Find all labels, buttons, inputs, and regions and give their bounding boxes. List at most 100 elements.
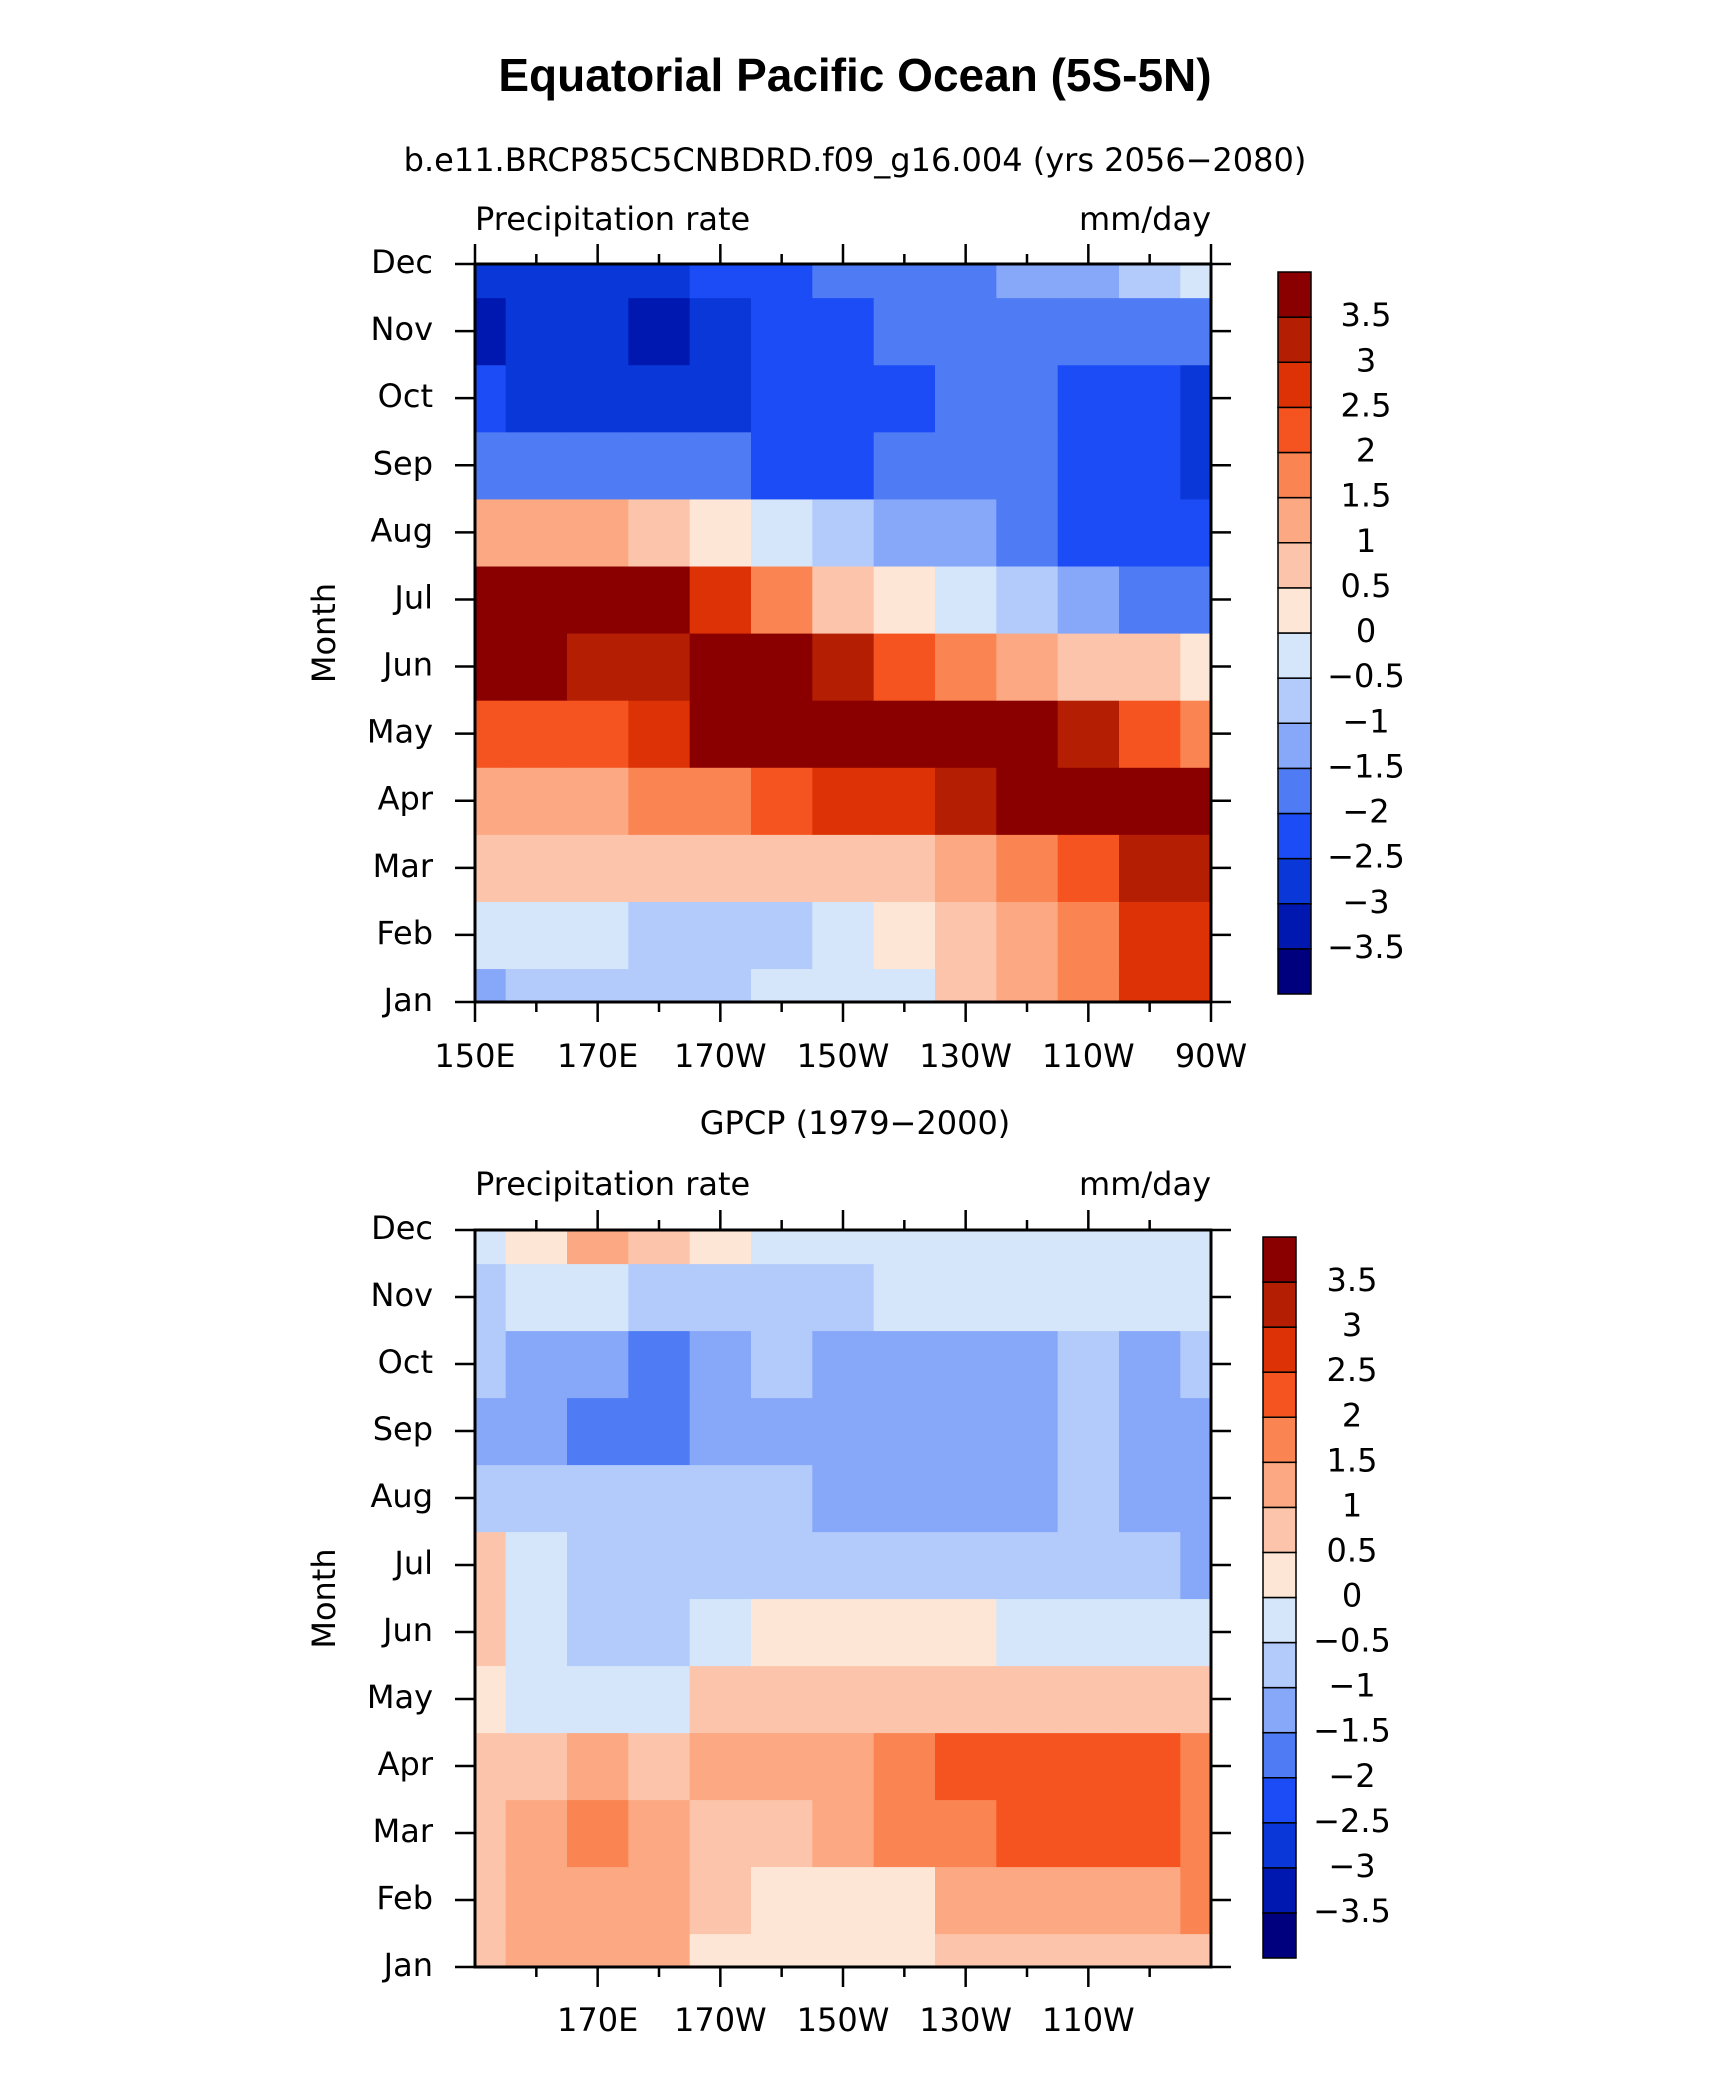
chart-title: GPCP (1979−2000) [700,1104,1011,1142]
colorbar-label: −3.5 [1327,928,1405,966]
contour-cell [751,767,813,835]
contour-cell [628,901,691,970]
contour-cell [567,1933,629,1967]
contour-cell [567,1263,629,1332]
contour-cell [996,1933,1059,1967]
contour-cell [751,565,813,634]
colorbar-label: 2 [1342,1396,1362,1434]
contour-cell [567,297,629,366]
colorbar-label: −2.5 [1313,1802,1391,1840]
contour-cell [996,633,1059,701]
contour-cell [1057,901,1120,970]
contour-cell [628,364,691,433]
contour-cell [505,1799,568,1868]
contour-cell [475,1799,507,1868]
contour-cell [751,700,813,768]
contour-cell [812,431,875,500]
contour-cell [628,700,691,768]
contour-cell [1180,767,1211,835]
y-tick-label: Jul [392,1544,433,1582]
colorbar-swatch [1277,451,1312,499]
contour-cell [1057,1933,1120,1967]
contour-cell [505,1464,568,1533]
contour-cell [996,834,1059,902]
contour-cell [567,968,629,1002]
contour-cell [1119,431,1181,500]
contour-cell [812,1933,875,1967]
contour-cell [505,633,568,701]
contour-cell [567,364,629,433]
contour-cell [505,1397,568,1466]
contour-cell [751,498,813,567]
contour-cell [873,565,936,634]
contour-cell [567,565,629,634]
contour-cell [1057,364,1120,433]
contour-cell [996,968,1059,1002]
contour-cell [996,431,1059,500]
contour-cell [935,565,997,634]
y-tick-label: Jun [381,1611,433,1649]
contour-cell [1180,901,1211,970]
contour-cell [873,633,936,701]
contour-cell [1119,1230,1181,1265]
x-tick-label: 170W [674,2001,767,2039]
contour-cell [1057,1732,1120,1801]
contour-cell [475,364,507,433]
colorbar-label: 3.5 [1341,296,1392,334]
contour-cell [996,364,1059,433]
contour-cell [751,633,813,701]
contour-cell [1119,565,1181,634]
contour-cell [689,297,752,366]
contour-cell [751,1598,813,1667]
contour-cell [935,901,997,970]
contour-cell [1180,1799,1211,1868]
contour-cell [567,1799,629,1868]
contour-cell [935,834,997,902]
contour-cell [1119,264,1181,299]
contour-cell [689,431,752,500]
contour-cell [1180,633,1211,701]
contour-cell [475,834,507,902]
colorbar-label: 3 [1356,341,1376,379]
contour-cell [689,498,752,567]
contour-cell [873,968,936,1002]
contour-cell [689,968,752,1002]
contour-cell [996,565,1059,634]
contour-cell [1180,1531,1211,1600]
contour-cell [475,1665,507,1734]
contour-cell [689,1464,752,1533]
contour-cell [812,1330,875,1399]
colorbar-label: 0.5 [1327,1531,1378,1569]
contour-cell [628,1732,691,1801]
contour-cell [812,498,875,567]
contour-cell [475,1933,507,1967]
y-tick-label: Mar [373,847,434,885]
variable-label: Precipitation rate [475,200,750,238]
contour-cell [505,565,568,634]
contour-cell [505,1933,568,1967]
contour-cell [812,1263,875,1332]
y-tick-label: Mar [373,1812,434,1850]
contour-cell [873,498,936,567]
colorbar-swatch [1277,857,1312,905]
contour-cell [628,1598,691,1667]
contour-cell [996,1799,1059,1868]
contour-cell [935,1866,997,1935]
units-label: mm/day [1079,1165,1211,1203]
contour-cell [751,1732,813,1801]
colorbar-swatch [1277,542,1312,589]
contour-cell [628,1866,691,1935]
contour-cell [1119,633,1181,701]
colorbar-swatch [1262,1281,1297,1328]
contour-cell [567,1665,629,1734]
contour-cell [935,1263,997,1332]
contour-cell [935,364,997,433]
contour-cell [1057,1230,1120,1265]
contour-cell [689,1933,752,1967]
contour-field [475,264,1211,1002]
colorbar-label: 1 [1342,1486,1362,1524]
y-tick-label: Apr [378,1745,434,1783]
colorbar-swatch [1277,406,1312,454]
contour-cell [996,1464,1059,1533]
